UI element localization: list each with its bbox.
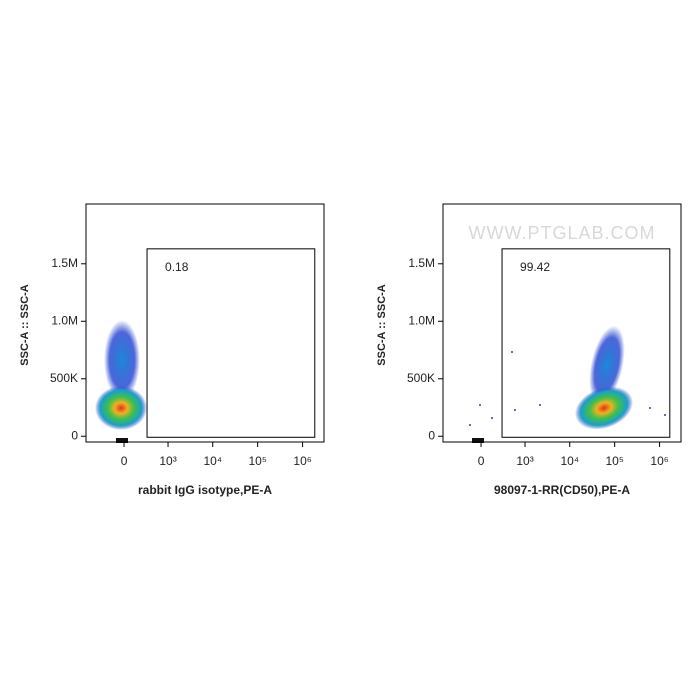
x-tick-label: 10³	[516, 454, 533, 468]
y-tick-label: 500K	[407, 371, 435, 385]
x-axis-label: rabbit IgG isotype,PE-A	[138, 483, 272, 497]
population-cloud	[469, 325, 666, 443]
gate-percent: 0.18	[165, 260, 189, 274]
watermark: WWW.PTGLAB.COM	[469, 223, 656, 243]
y-tick-label: 1.5M	[51, 256, 78, 270]
gate-percent: 99.42	[520, 260, 550, 274]
population-cloud	[95, 320, 147, 443]
y-tick-label: 0	[71, 428, 78, 442]
y-axis-label: SSC-A :: SSC-A	[19, 284, 31, 366]
y-tick-label: 500K	[50, 371, 78, 385]
y-tick-label: 1.0M	[51, 313, 78, 327]
gate	[501, 248, 671, 438]
gate	[146, 248, 316, 438]
x-tick-label: 10⁴	[560, 454, 579, 468]
plot-frame	[442, 203, 682, 443]
y-tick-label: 1.5M	[408, 256, 435, 270]
y-tick-label: 0	[428, 428, 435, 442]
y-axis-label: SSC-A :: SSC-A	[376, 284, 388, 366]
x-tick-label: 10⁶	[650, 454, 668, 468]
x-tick-label: 10⁵	[248, 454, 266, 468]
x-tick-label: 0	[478, 454, 485, 468]
y-tick-label: 1.0M	[408, 313, 435, 327]
x-tick-label: 10³	[159, 454, 176, 468]
x-tick-label: 10⁶	[293, 454, 311, 468]
x-axis-label: 98097-1-RR(CD50),PE-A	[494, 483, 630, 497]
plot-frame	[85, 203, 325, 443]
x-tick-label: 10⁵	[605, 454, 623, 468]
x-tick-label: 0	[121, 454, 128, 468]
x-tick-label: 10⁴	[203, 454, 222, 468]
